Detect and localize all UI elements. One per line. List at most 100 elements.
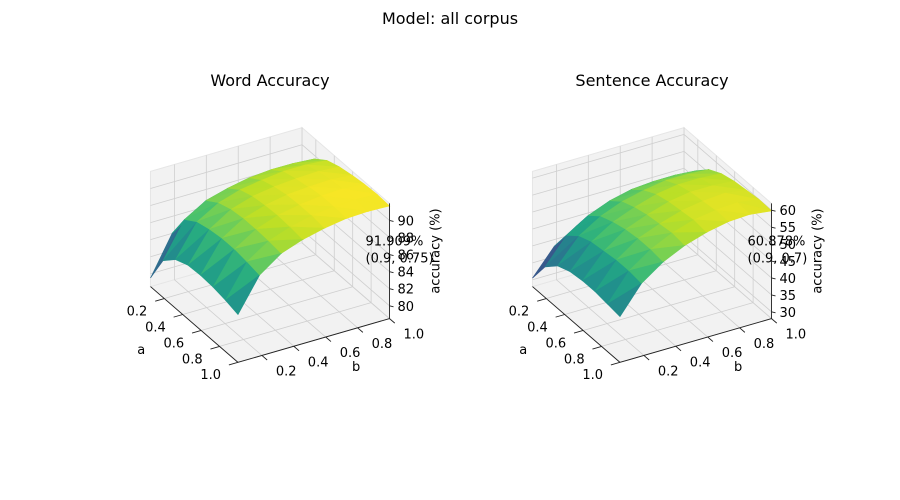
word-surface-facet <box>268 239 304 254</box>
word-x-tick-label: 0.4 <box>145 320 166 335</box>
sentence-z-tick-label: 40 <box>780 272 797 287</box>
sentence-x-tick <box>537 298 547 302</box>
word-z-tick <box>389 220 394 222</box>
word-z-tick-label: 86 <box>398 249 415 264</box>
sentence-y-tick <box>707 336 714 342</box>
word-x-tick <box>155 298 165 302</box>
word-gridline-z-side-5 <box>150 144 303 189</box>
sentence-max-value-label: 60.878% <box>748 234 806 249</box>
sentence-x-tick-label: 0.8 <box>564 352 585 367</box>
word-z-tick-label: 88 <box>398 232 415 247</box>
sentence-z-tick-label: 45 <box>780 255 797 270</box>
sentence-gridline-x-floor-3 <box>601 302 754 347</box>
word-y-tick-label: 0.2 <box>276 365 297 380</box>
word-z-tick-label: 84 <box>398 266 415 281</box>
word-z-tick-label: 82 <box>398 283 415 298</box>
sentence-gridline-y-floor-3 <box>651 251 740 329</box>
sentence-x-axis-label: a <box>519 343 527 358</box>
figure-suptitle: Model: all corpus <box>382 9 518 28</box>
sentence-x-tick-label: 0.6 <box>546 336 567 351</box>
word-y-tick <box>357 327 364 333</box>
word-max-point-label: (0.9, 0.75) <box>366 251 434 266</box>
word-gridline-x-floor-1 <box>182 270 335 315</box>
sentence-y-tick-label: 0.6 <box>722 346 743 361</box>
sentence-y-tick-label: 0.4 <box>690 355 711 370</box>
sentence-y-tick <box>771 318 778 324</box>
word-gridline-y-floor-4 <box>301 242 390 319</box>
sentence-surface <box>532 169 772 318</box>
sentence-gridline-z-back-0 <box>683 235 772 313</box>
sentence-gridline-x-floor-2 <box>583 286 735 331</box>
sentence-x-tick-label: 0.2 <box>509 304 530 319</box>
word-max-value-label: 91.909% <box>366 234 424 249</box>
sentence-surface-facet <box>650 244 686 263</box>
sentence-y-tick-label: 0.8 <box>754 337 775 352</box>
sentence-z-tick-label: 35 <box>780 289 797 304</box>
word-surface-facet <box>289 226 326 240</box>
sentence-max-point-label: (0.9, 0.7) <box>748 251 808 266</box>
word-y-tick-label: 0.6 <box>340 346 361 361</box>
sentence-x-tick <box>610 361 621 366</box>
sentence-surface-facet <box>628 261 665 284</box>
sentence-x-tick-label: 1.0 <box>582 368 603 383</box>
sentence-gridline-z-side-4 <box>532 167 685 213</box>
sentence-x-tick <box>592 345 602 350</box>
sentence-z-tick <box>771 294 776 297</box>
sentence-x-tick <box>573 330 584 334</box>
sentence-y-tick-label: 0.2 <box>658 365 679 380</box>
word-z-tick <box>389 237 394 239</box>
word-y-tick-label: 1.0 <box>404 328 425 343</box>
word-y-axis-label: b <box>352 360 360 375</box>
word-x-tick <box>210 345 220 350</box>
word-z-tick <box>389 305 394 308</box>
word-gridline-x-floor-3 <box>219 302 372 347</box>
sentence-gridline-y-floor-4 <box>683 242 772 319</box>
word-z-tick <box>389 288 394 291</box>
word-x-tick <box>173 314 183 318</box>
sentence-z-tick-label: 30 <box>780 306 797 321</box>
word-x-tick-label: 0.2 <box>127 304 148 319</box>
sentence-z-tick-label: 60 <box>780 204 797 219</box>
word-gridline-y-floor-3 <box>269 251 358 329</box>
word-y-axis-line <box>237 318 390 363</box>
sentence-x-tick <box>555 314 565 318</box>
sentence-z-axis-label: accuracy (%) <box>811 208 826 293</box>
word-y-tick <box>293 345 300 352</box>
sentence-gridline-y-floor-0 <box>556 279 645 356</box>
sentence-y-axis-line <box>619 318 772 363</box>
sentence-surface-facet <box>693 219 730 233</box>
sentence-accuracy-plot: 0.20.40.60.81.0 0.20.40.60.81.03035404550… <box>509 71 826 383</box>
word-chart-title: Word Accuracy <box>210 71 329 90</box>
sentence-y-tick <box>675 345 682 352</box>
word-gridline-y-floor-0 <box>174 279 263 356</box>
word-x-tick-label: 1.0 <box>200 368 221 383</box>
sentence-z-tick <box>771 311 776 314</box>
word-y-tick-label: 0.4 <box>308 355 329 370</box>
sentence-z-tick-label: 50 <box>780 238 797 253</box>
sentence-z-tick <box>771 209 776 212</box>
word-z-axis-label: accuracy (%) <box>429 208 444 293</box>
word-surface-facet <box>225 274 260 316</box>
sentence-gridline-z-side-6 <box>532 134 685 179</box>
word-z-tick-label: 90 <box>398 214 415 229</box>
word-z-tick-label: 80 <box>398 300 415 315</box>
word-x-axis-label: a <box>137 343 145 358</box>
sentence-x-axis-line <box>532 286 621 363</box>
word-surface-facet <box>311 215 347 229</box>
word-x-tick <box>191 330 202 334</box>
word-y-tick <box>389 318 396 324</box>
sentence-x-tick-label: 0.4 <box>527 320 548 335</box>
sentence-gridline-x-floor-1 <box>564 270 717 315</box>
sentence-z-tick <box>771 277 776 280</box>
word-z-tick <box>389 254 394 257</box>
word-y-tick <box>261 355 268 361</box>
word-z-tick <box>389 271 394 274</box>
sentence-z-tick <box>771 260 776 263</box>
word-gridline-x-floor-2 <box>201 286 353 331</box>
word-surface <box>150 158 391 316</box>
word-gridline-z-back-0 <box>301 229 390 307</box>
sentence-z-tick <box>771 243 776 246</box>
word-x-tick-label: 0.8 <box>182 352 203 367</box>
word-accuracy-plot: 0.20.40.60.81.0 0.20.40.60.81.08082848688… <box>127 71 444 383</box>
